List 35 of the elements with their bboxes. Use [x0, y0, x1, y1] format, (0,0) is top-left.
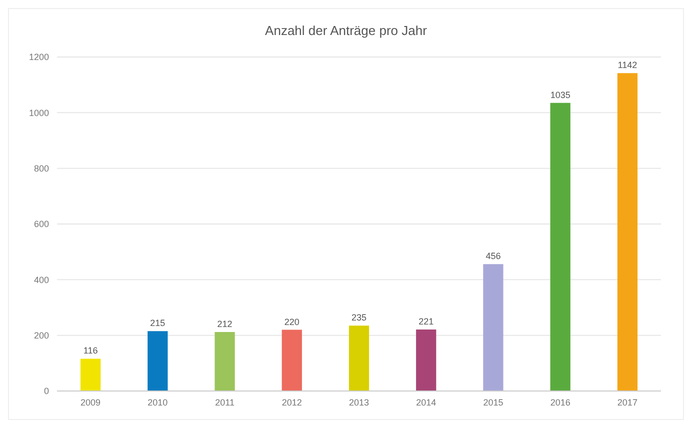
chart-title: Anzahl der Anträge pro Jahr — [264, 22, 428, 40]
bar — [550, 102, 570, 391]
bar — [80, 358, 101, 391]
data-label: 116 — [83, 346, 98, 356]
bar — [416, 329, 436, 391]
data-label: 456 — [486, 251, 501, 262]
bar — [348, 326, 370, 391]
y-tick-label: 400 — [34, 274, 49, 285]
y-tick-label: 800 — [34, 164, 49, 174]
bar — [617, 73, 638, 391]
bar — [483, 264, 504, 391]
y-tick-label: 200 — [34, 330, 49, 341]
bar — [214, 332, 235, 391]
x-tick-label: 2013 — [348, 397, 370, 408]
y-tick-label: 0 — [44, 386, 49, 396]
x-tick-label: 2011 — [215, 397, 234, 408]
data-label: 220 — [284, 316, 300, 327]
data-label: 1142 — [618, 60, 638, 70]
data-label: 221 — [418, 316, 434, 326]
data-label: 235 — [351, 312, 367, 323]
data-label: 215 — [150, 318, 166, 328]
x-tick-label: 2009 — [80, 397, 101, 408]
x-tick-label: 2016 — [550, 397, 570, 408]
x-tick-label: 2014 — [416, 397, 436, 408]
bar — [282, 330, 302, 391]
x-tick-label: 2017 — [617, 397, 638, 408]
data-label: 212 — [217, 318, 232, 329]
x-tick-label: 2015 — [483, 397, 504, 408]
bar — [148, 331, 168, 391]
y-tick-label: 1200 — [28, 52, 49, 62]
y-tick-label: 1000 — [28, 108, 49, 118]
y-tick-label: 600 — [34, 219, 49, 230]
x-tick-label: 2010 — [148, 397, 168, 408]
data-label: 1035 — [550, 90, 570, 100]
x-tick-label: 2012 — [282, 397, 302, 408]
